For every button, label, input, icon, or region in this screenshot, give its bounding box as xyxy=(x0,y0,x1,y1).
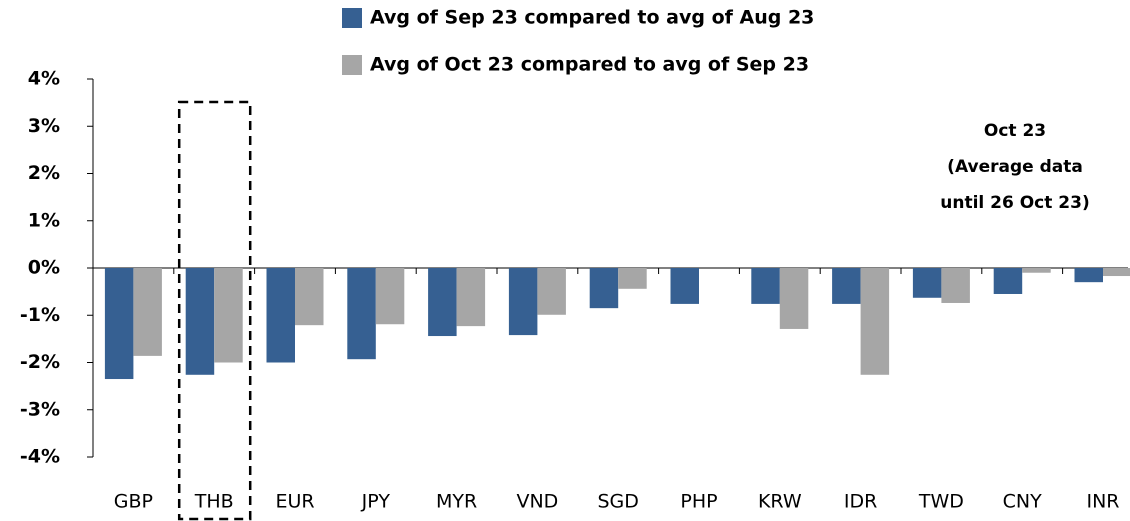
x-tick-label: THB xyxy=(194,491,234,513)
x-tick-label: SGD xyxy=(597,491,638,513)
x-tick-label: MYR xyxy=(436,491,477,513)
y-tick-label: 3% xyxy=(28,115,60,137)
bar xyxy=(993,268,1023,294)
bar xyxy=(456,268,486,327)
x-tick-label: TWD xyxy=(918,491,964,513)
bar xyxy=(375,268,405,325)
y-tick-label: 2% xyxy=(28,162,60,184)
bar xyxy=(1074,268,1103,283)
y-tick-label: -2% xyxy=(20,351,60,373)
bar xyxy=(104,268,134,380)
x-tick-label: PHP xyxy=(680,491,717,513)
bar xyxy=(832,268,861,304)
x-tick-label: EUR xyxy=(275,491,314,513)
annotation: until 26 Oct 23) xyxy=(940,193,1089,213)
highlight-box xyxy=(177,100,252,521)
x-tick-label: KRW xyxy=(758,491,802,513)
y-tick-label: -1% xyxy=(20,304,60,326)
bar xyxy=(266,268,295,363)
y-tick-label: 0% xyxy=(28,257,60,279)
y-tick-label: 1% xyxy=(28,209,60,231)
bar xyxy=(670,268,699,304)
bar xyxy=(185,268,215,375)
x-tick-label: JPY xyxy=(361,491,391,513)
x-tick-label: CNY xyxy=(1003,491,1042,513)
bar xyxy=(589,268,619,309)
bar xyxy=(508,268,538,336)
bar xyxy=(751,268,780,304)
bar xyxy=(537,268,566,315)
bar xyxy=(428,268,457,337)
bar xyxy=(618,268,647,289)
bar xyxy=(295,268,324,326)
bar xyxy=(133,268,162,356)
x-tick-label: GBP xyxy=(114,491,153,513)
x-tick-label: VND xyxy=(516,491,558,513)
x-tick-label: INR xyxy=(1086,491,1119,513)
legend-label: Avg of Oct 23 compared to avg of Sep 23 xyxy=(370,54,809,76)
legend-swatch xyxy=(342,55,362,75)
legend-label: Avg of Sep 23 compared to avg of Aug 23 xyxy=(370,7,814,29)
y-tick-label: -3% xyxy=(20,398,60,420)
y-tick-label: 4% xyxy=(28,68,60,90)
bar xyxy=(912,268,942,298)
annotation: Oct 23 xyxy=(984,121,1046,141)
annotation: (Average data xyxy=(947,157,1083,177)
bar xyxy=(214,268,243,363)
x-tick-label: IDR xyxy=(844,491,877,513)
y-tick-label: -4% xyxy=(20,446,60,468)
legend-swatch xyxy=(342,8,362,28)
bar xyxy=(941,268,970,303)
bar xyxy=(860,268,890,375)
bar xyxy=(779,268,809,329)
bar xyxy=(1103,268,1130,277)
bar xyxy=(347,268,376,360)
bar xyxy=(1022,268,1051,273)
